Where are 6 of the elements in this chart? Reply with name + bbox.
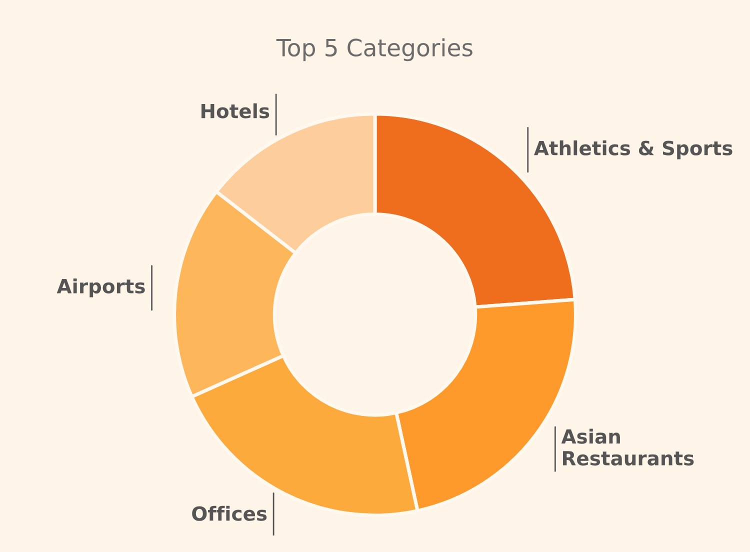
slice-label: Asian Restaurants	[561, 428, 694, 466]
slice-label: Airports	[56, 278, 145, 298]
slice-label: Offices	[192, 506, 267, 521]
slice-label: Athletics & Sports	[534, 140, 732, 160]
chart-title: Top 5 Categories	[276, 38, 472, 62]
slice-label: Hotels	[202, 103, 270, 118]
